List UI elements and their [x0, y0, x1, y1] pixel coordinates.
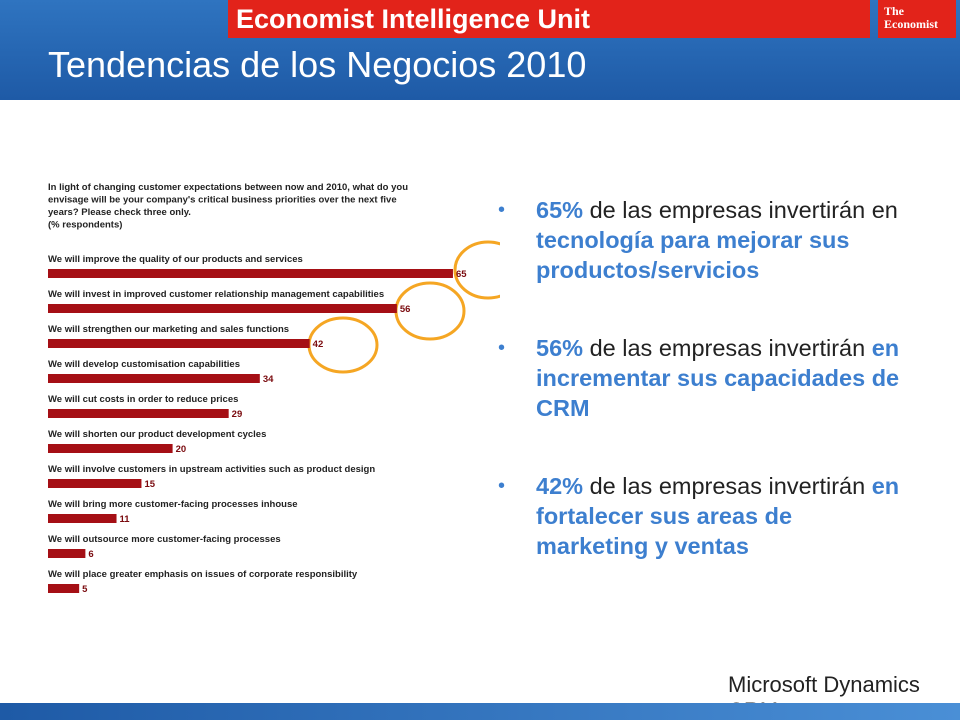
bullet-figure: 42%: [536, 473, 584, 499]
category-label: We will involve customers in upstream ac…: [48, 464, 375, 475]
bar: [48, 479, 142, 488]
value-label: 29: [232, 409, 243, 420]
bar: [48, 584, 80, 593]
value-label: 34: [263, 374, 274, 385]
bullet-emphasis: en incrementar sus capacidades de CRM: [536, 335, 900, 421]
bullet-figure: 65%: [536, 197, 584, 223]
bar: [48, 409, 229, 418]
chart-subtitle: (% respondents): [48, 220, 122, 231]
category-label: We will outsource more customer-facing p…: [48, 534, 281, 545]
category-label: We will place greater emphasis on issues…: [48, 569, 358, 580]
bullet-emphasis: tecnología para mejorar sus productos/se…: [536, 227, 850, 283]
category-label: We will shorten our product development …: [48, 429, 266, 440]
bar: [48, 444, 173, 453]
bullet: 56% de las empresas invertirán en increm…: [498, 333, 908, 423]
value-label: 15: [144, 479, 155, 490]
bar: [48, 549, 86, 558]
value-label: 65: [456, 269, 467, 280]
value-label: 11: [120, 514, 131, 525]
bar: [48, 269, 453, 278]
value-label: 56: [400, 304, 411, 315]
bullet-text: de las empresas invertirán: [589, 335, 866, 361]
bullet-text: de las empresas invertirán: [589, 473, 866, 499]
value-label: 42: [313, 339, 324, 350]
category-label: We will develop customisation capabiliti…: [48, 359, 240, 370]
brand: The Economist: [878, 0, 956, 38]
bullet-list: 65% de las empresas invertirán en tecnol…: [498, 195, 908, 609]
bar: [48, 339, 310, 348]
bullet-figure: 56%: [536, 335, 584, 361]
bullet-emphasis: en fortalecer sus areas de marketing y v…: [536, 473, 900, 559]
category-label: We will cut costs in order to reduce pri…: [48, 394, 238, 405]
category-label: We will improve the quality of our produ…: [48, 254, 303, 265]
value-label: 5: [82, 584, 88, 595]
chart-title: In light of changing customer expectatio…: [48, 182, 408, 218]
category-label: We will invest in improved customer rela…: [48, 289, 384, 300]
slide-title: Tendencias de los Negocios 2010: [48, 44, 587, 85]
bar: [48, 304, 397, 313]
chart: In light of changing customer expectatio…: [48, 182, 500, 595]
banner: Economist Intelligence Unit: [228, 0, 870, 38]
footer-band: [0, 703, 960, 720]
value-label: 20: [176, 444, 187, 455]
bullet-text: de las empresas invertirán en: [589, 197, 898, 223]
bullet: 65% de las empresas invertirán en tecnol…: [498, 195, 908, 285]
category-label: We will bring more customer-facing proce…: [48, 499, 298, 510]
category-label: We will strengthen our marketing and sal…: [48, 324, 289, 335]
bar: [48, 374, 260, 383]
highlight-circle: [453, 240, 500, 300]
value-label: 6: [88, 549, 93, 560]
bar: [48, 514, 117, 523]
bullet: 42% de las empresas invertirán en fortal…: [498, 471, 908, 561]
